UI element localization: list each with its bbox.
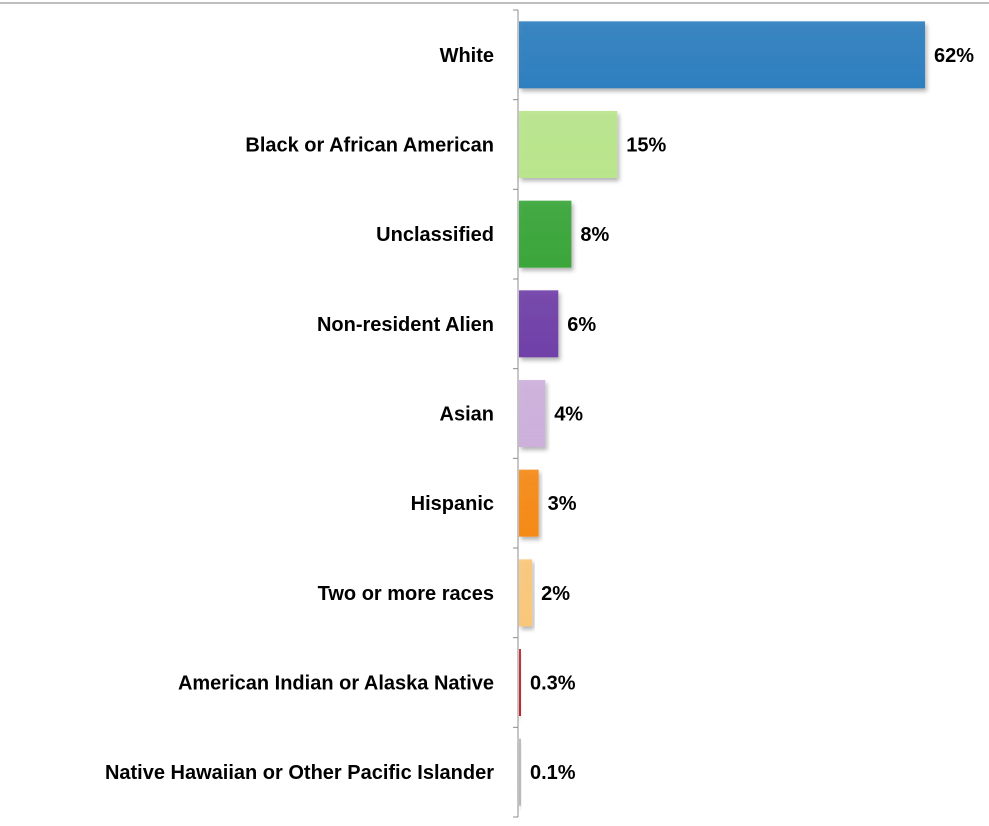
data-label: 0.1% bbox=[530, 762, 576, 784]
bar-5 bbox=[519, 469, 539, 537]
category-label: Black or African American bbox=[245, 135, 494, 157]
data-label: 0.3% bbox=[530, 673, 576, 695]
bar-1 bbox=[519, 111, 618, 178]
category-label: Unclassified bbox=[376, 224, 494, 246]
category-label: Two or more races bbox=[318, 583, 494, 605]
data-label: 6% bbox=[567, 314, 596, 336]
category-label: Native Hawaiian or Other Pacific Islande… bbox=[105, 762, 494, 784]
data-label: 3% bbox=[548, 493, 577, 515]
data-label: 2% bbox=[541, 583, 570, 605]
data-label: 8% bbox=[580, 224, 609, 246]
bar-3 bbox=[519, 290, 559, 358]
data-label: 4% bbox=[554, 404, 583, 426]
category-label: Hispanic bbox=[411, 493, 494, 515]
category-label: Non-resident Alien bbox=[317, 314, 494, 336]
bar-0 bbox=[519, 21, 925, 89]
bar-4 bbox=[519, 380, 546, 447]
data-label: 15% bbox=[626, 135, 666, 157]
bar-8 bbox=[519, 738, 521, 806]
data-label: 62% bbox=[934, 45, 974, 67]
category-label: Asian bbox=[440, 404, 494, 426]
bar-7 bbox=[519, 649, 521, 716]
category-label: White bbox=[440, 45, 494, 67]
category-label: American Indian or Alaska Native bbox=[178, 673, 494, 695]
bar-6 bbox=[519, 559, 533, 627]
bar-2 bbox=[519, 200, 572, 268]
